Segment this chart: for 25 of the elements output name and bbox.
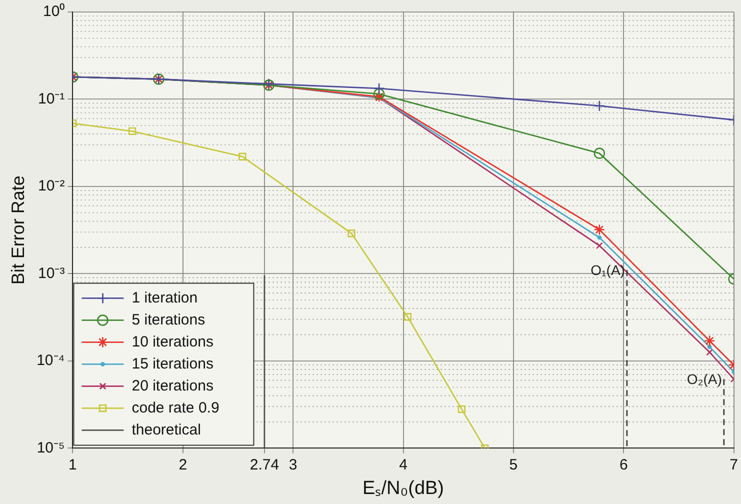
legend-label: 5 iterations	[132, 311, 206, 328]
y-tick-label: 10⁻²	[38, 178, 65, 195]
x-tick-label: 7	[730, 456, 738, 474]
y-tick-label: 10⁻³	[38, 264, 65, 282]
x-tick-label: 2	[178, 456, 188, 474]
legend-label: 15 iterations	[132, 355, 214, 372]
x-tick-label: 2.74	[250, 456, 280, 474]
x-tick-label: 4	[399, 456, 408, 474]
legend-label: code rate 0.9	[132, 399, 220, 416]
x-tick-label: 6	[619, 456, 628, 474]
y-tick-label: 10⁻⁴	[36, 352, 65, 370]
legend-label: theoretical	[132, 421, 201, 438]
y-tick-label: 10⁻⁵	[36, 439, 65, 456]
legend-label: 1 iteration	[132, 289, 198, 306]
x-axis-title: Eₛ/N₀(dB)	[362, 478, 444, 499]
legend-label: 20 iterations	[132, 377, 214, 394]
ref-line-label: O₂(A)	[686, 370, 722, 387]
x-tick-label: 5	[509, 456, 518, 474]
y-tick-label: 10⁰	[43, 3, 65, 20]
y-tick-label: 10⁻¹	[38, 90, 65, 108]
x-tick-label: 3	[288, 456, 298, 474]
x-tick-label: 1	[68, 456, 77, 474]
ref-line-label: O₁(A)	[590, 262, 625, 278]
legend-label: 10 iterations	[132, 333, 214, 350]
y-axis-title: Bit Error Rate	[8, 176, 28, 285]
